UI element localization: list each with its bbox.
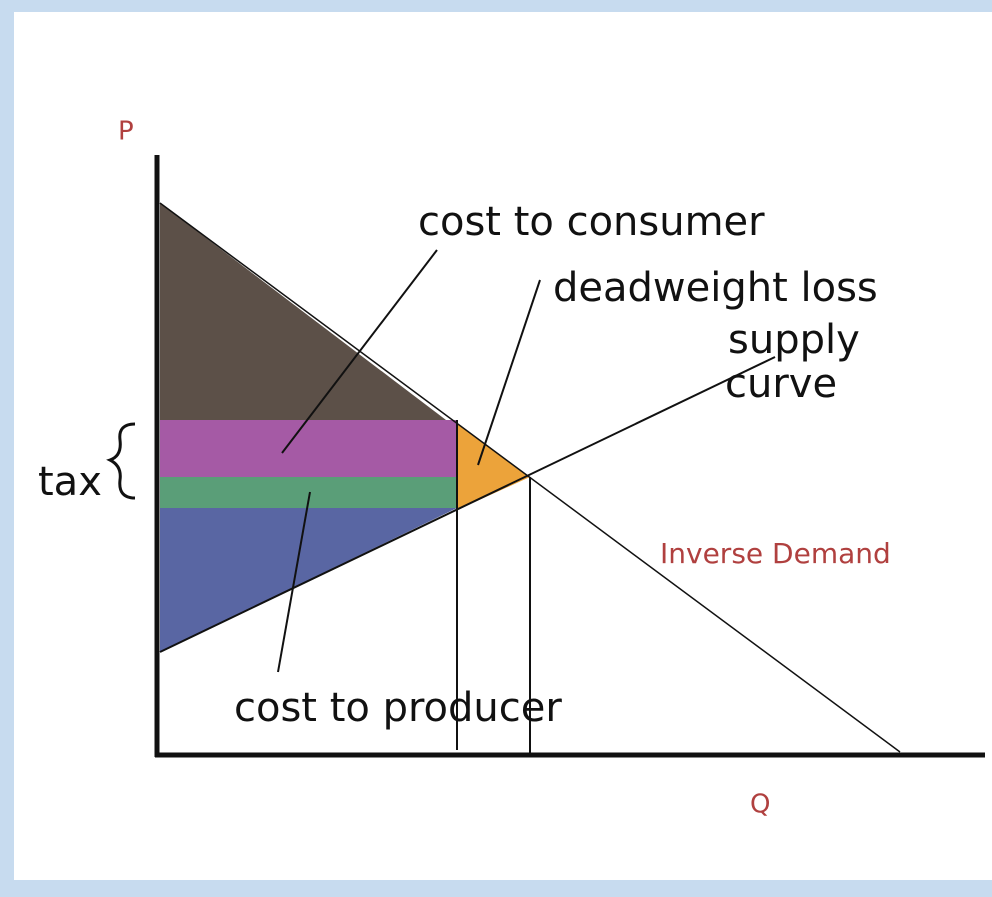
tax-brace [106,422,136,500]
demand-label: Inverse Demand [660,537,891,570]
supply-line [159,356,776,653]
y-axis-label: P [118,117,134,147]
label: deadweight loss [553,265,878,311]
surplus-area [160,203,446,420]
label: tax [38,459,102,505]
pointer [277,491,311,673]
label: curve [725,361,837,407]
consumer-tax-band [160,420,457,477]
label: supply [728,317,860,363]
deadweight-triangle [457,423,530,510]
label: cost to consumer [418,199,765,245]
x-axis-label: Q [750,790,770,820]
pointer [281,249,438,454]
pointer [477,279,541,466]
label: cost to producer [234,685,562,731]
